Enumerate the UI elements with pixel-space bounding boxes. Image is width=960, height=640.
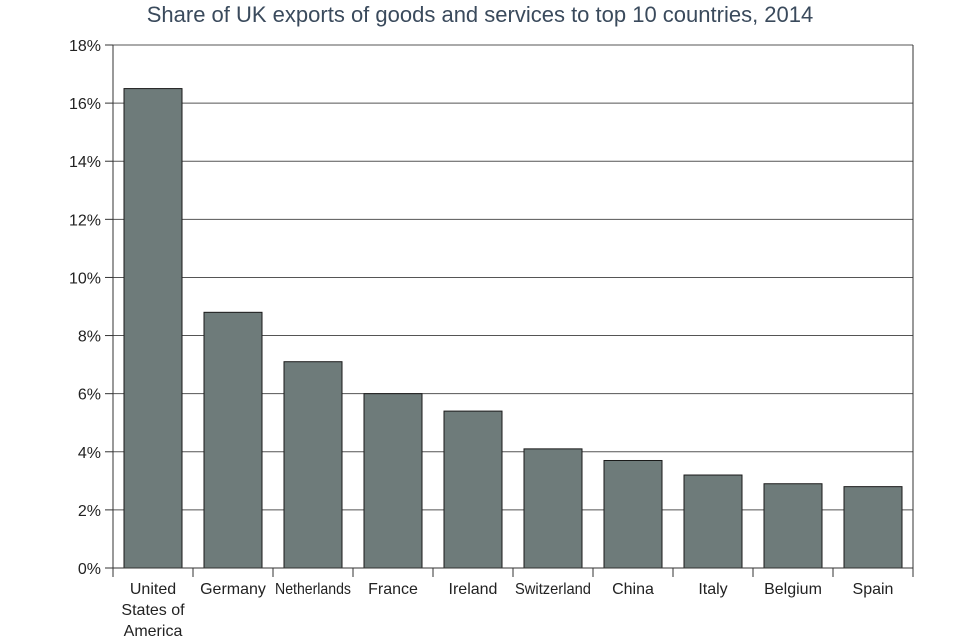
- bar: [203, 311, 263, 569]
- x-category-label: Italy: [698, 581, 727, 598]
- bar: [763, 483, 823, 569]
- y-tick-label: 18%: [69, 38, 101, 55]
- bar: [523, 448, 583, 569]
- y-tick-label: 14%: [69, 154, 101, 171]
- y-tick-label: 10%: [69, 270, 101, 287]
- bars: [123, 88, 903, 569]
- y-tick-label: 8%: [78, 329, 101, 346]
- x-category-label: France: [368, 581, 418, 598]
- y-tick-label: 12%: [69, 212, 101, 229]
- x-category-label: United States of America: [121, 581, 185, 640]
- bar: [603, 459, 663, 569]
- y-tick-label: 4%: [78, 445, 101, 462]
- x-category-label: Switzerland: [515, 580, 591, 598]
- x-category-label: Germany: [200, 581, 266, 598]
- bar: [363, 393, 423, 569]
- y-tick-label: 2%: [78, 503, 101, 520]
- y-tick-labels: 0% 2% 4% 6% 8% 10% 12% 14% 16% 18%: [69, 38, 101, 578]
- x-category-label: Ireland: [449, 581, 498, 598]
- chart-title: Share of UK exports of goods and service…: [146, 2, 814, 27]
- x-category-label: Belgium: [764, 581, 822, 598]
- y-tick-label: 16%: [69, 96, 101, 113]
- x-category-label: China: [612, 581, 654, 598]
- x-category-label: Netherlands: [275, 580, 351, 598]
- x-category-label: Spain: [853, 581, 894, 598]
- bar: [283, 361, 343, 569]
- bar: [443, 410, 503, 569]
- y-tick-label: 0%: [78, 561, 101, 578]
- axes: [112, 45, 914, 577]
- y-tick-label: 6%: [78, 387, 101, 404]
- bar: [123, 88, 183, 569]
- bar: [683, 474, 743, 569]
- bar: [843, 486, 903, 569]
- x-category-labels: United States of America Germany Netherlands…: [121, 580, 893, 640]
